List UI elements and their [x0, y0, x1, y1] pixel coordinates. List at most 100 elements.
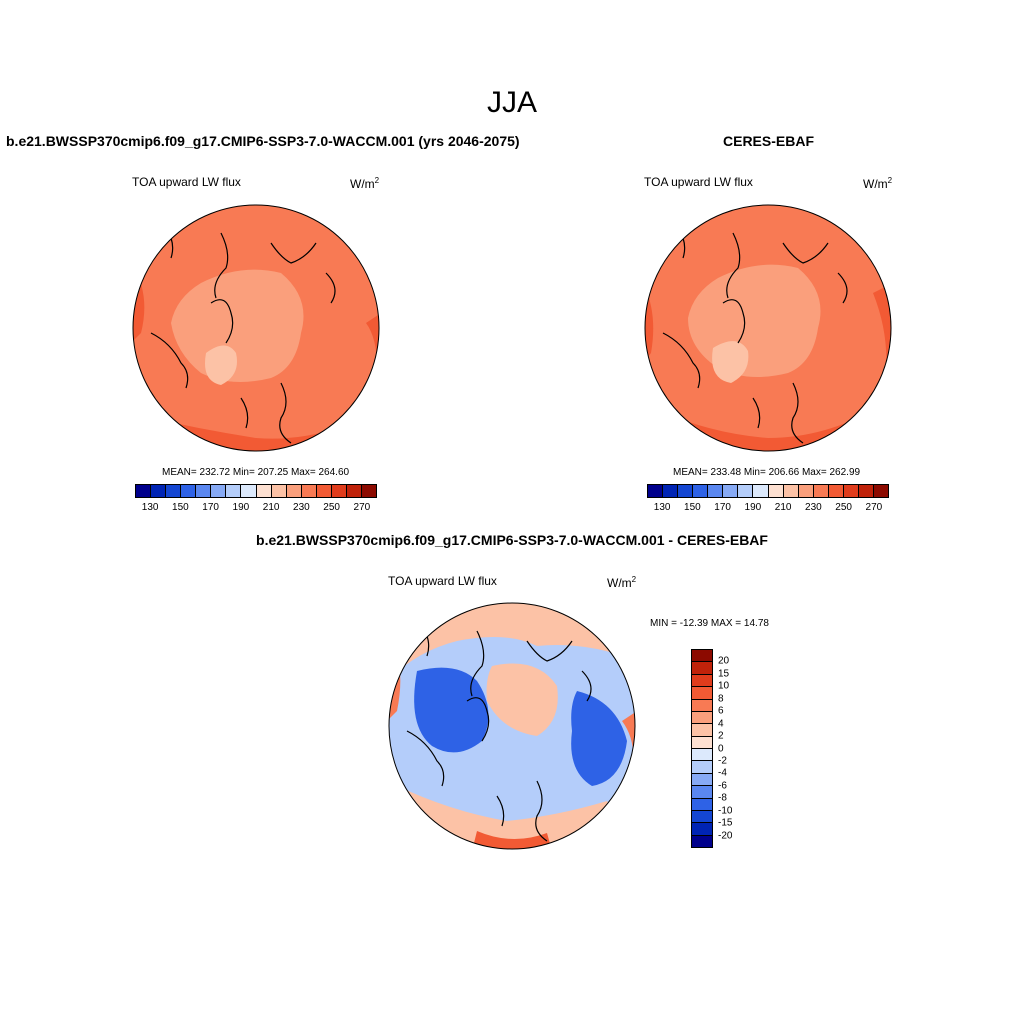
model-greenland-region [205, 345, 237, 385]
diff-colorbar-tick-label: 4 [718, 718, 724, 730]
model-units-label: W/m2 [350, 176, 380, 191]
model-colorbar-swatch [166, 485, 182, 497]
obs-coastlines-south [662, 299, 804, 444]
model-coastlines-south [150, 299, 292, 444]
obs-colorbar-swatch [738, 485, 754, 497]
obs-units-label: W/m2 [863, 176, 893, 191]
model-polar-map [132, 204, 380, 452]
obs-coastlines-north [677, 227, 848, 304]
diff-stats: MIN = -12.39 MAX = 14.78 [650, 618, 769, 629]
obs-colorbar-tick-label: 230 [805, 502, 822, 513]
diff-map-border [388, 602, 636, 850]
model-colorbar-swatch [256, 485, 272, 497]
diff-colorbar-swatch [692, 773, 712, 787]
obs-stats: MEAN= 233.48 Min= 206.66 Max= 262.99 [673, 467, 861, 478]
model-colorbar-swatch [271, 485, 287, 497]
diff-colorbar-tick-label: -20 [718, 830, 733, 842]
obs-colorbar-swatch [873, 485, 888, 497]
diff-negative-canada-region [414, 667, 489, 753]
obs-colorbar-swatch [663, 485, 679, 497]
model-colorbar-swatch [316, 485, 332, 497]
diff-strong-positive-south [472, 831, 552, 849]
model-colorbar-ticks: 130 150 170 190 210 230 250 270 [135, 502, 377, 514]
obs-colorbar-tick-label: 130 [653, 502, 671, 513]
diff-colorbar-swatch [692, 761, 712, 774]
diff-colorbar-tick-label: 8 [718, 693, 724, 705]
model-colorbar-swatch [196, 485, 212, 497]
obs-colorbar-swatch [798, 485, 814, 497]
diff-colorbar-swatch [692, 674, 712, 688]
diff-polar-map [388, 602, 636, 850]
diff-coastlines-south [406, 697, 548, 842]
obs-colorbar-swatch [708, 485, 724, 497]
model-colorbar-tick-label: 170 [202, 502, 219, 513]
diff-colorbar-tick-label: -8 [718, 792, 727, 804]
model-colorbar-swatch [211, 485, 227, 497]
diff-colorbar-swatch [692, 687, 712, 700]
model-colorbar-tick-label: 210 [262, 502, 280, 513]
model-colorbar-tick-label: 250 [323, 502, 340, 513]
obs-colorbar-swatch [843, 485, 859, 497]
obs-colorbar-swatch [828, 485, 844, 497]
obs-colorbar-tick-label: 210 [774, 502, 792, 513]
model-colorbar-swatch [241, 485, 257, 497]
obs-colorbar-tick-label: 150 [684, 502, 701, 513]
diff-colorbar-swatch [692, 724, 712, 737]
diff-colorbar-swatch [692, 810, 712, 824]
obs-colorbar-tick-label: 170 [714, 502, 731, 513]
diff-colorbar-tick-label: 6 [718, 705, 724, 717]
obs-variable-label: TOA upward LW flux [644, 175, 753, 189]
diff-colorbar-ticks: 20 15 10 8 6 4 2 0 -2 -4 -6 -8 -10 -15 -20 [718, 649, 758, 848]
model-colorbar-swatch [346, 485, 362, 497]
obs-colorbar-swatch [693, 485, 709, 497]
diff-colorbar-tick-label: -15 [718, 817, 733, 829]
model-colorbar-tick-label: 270 [353, 502, 371, 513]
model-colorbar-swatch [136, 485, 152, 497]
obs-colorbar-ticks: 130 150 170 190 210 230 250 270 [647, 502, 889, 514]
obs-colorbar-swatch [768, 485, 784, 497]
obs-panel-title: CERES-EBAF [723, 133, 815, 149]
diff-colorbar-swatch [692, 650, 712, 663]
diff-variable-label: TOA upward LW flux [388, 574, 497, 588]
obs-colorbar-tick-label: 270 [865, 502, 883, 513]
diff-colorbar-tick-label: 20 [718, 655, 730, 667]
diff-panel-title: b.e21.BWSSP370cmip6.f09_g17.CMIP6-SSP3-7… [256, 532, 768, 548]
model-colorbar-tick-label: 230 [293, 502, 310, 513]
obs-colorbar-swatch [783, 485, 799, 497]
obs-colorbar-swatch [723, 485, 739, 497]
model-colorbar-swatch [181, 485, 197, 497]
model-colorbar-swatch [226, 485, 242, 497]
diff-colorbar-swatch [692, 711, 712, 725]
model-colorbar-tick-label: 130 [141, 502, 159, 513]
model-map-border [132, 204, 380, 452]
model-colorbar-swatch [151, 485, 167, 497]
diff-colorbar-swatch [692, 823, 712, 836]
obs-colorbar-tick-label: 250 [835, 502, 852, 513]
model-colorbar-swatch [301, 485, 317, 497]
diff-units-label: W/m2 [607, 575, 637, 590]
diff-colorbar-tick-label: 10 [718, 680, 730, 692]
diff-negative-siberia-region [571, 691, 627, 786]
obs-colorbar-tick-label: 190 [744, 502, 762, 513]
diff-positive-arctic-region [486, 663, 558, 736]
diff-colorbar-swatch [692, 798, 712, 811]
diff-colorbar-tick-label: 15 [718, 668, 730, 680]
model-colorbar-tick-label: 150 [172, 502, 189, 513]
diff-colorbar-swatch [692, 786, 712, 799]
obs-map-border [644, 204, 892, 452]
diff-colorbar-swatch [692, 736, 712, 749]
diff-colorbar-tick-label: -4 [718, 767, 727, 779]
diff-colorbar-swatch [692, 835, 712, 847]
obs-colorbar-swatch [753, 485, 769, 497]
model-colorbar-tick-label: 190 [232, 502, 250, 513]
model-stats: MEAN= 232.72 Min= 207.25 Max= 264.60 [162, 467, 350, 478]
obs-colorbar [647, 484, 889, 498]
model-colorbar [135, 484, 377, 498]
diff-colorbar-tick-label: -6 [718, 780, 727, 792]
model-colorbar-swatch [361, 485, 376, 497]
obs-colorbar-swatch [678, 485, 694, 497]
model-arctic-region [171, 269, 304, 382]
model-colorbar-swatch [331, 485, 347, 497]
obs-polar-map [644, 204, 892, 452]
obs-colorbar-swatch [858, 485, 874, 497]
